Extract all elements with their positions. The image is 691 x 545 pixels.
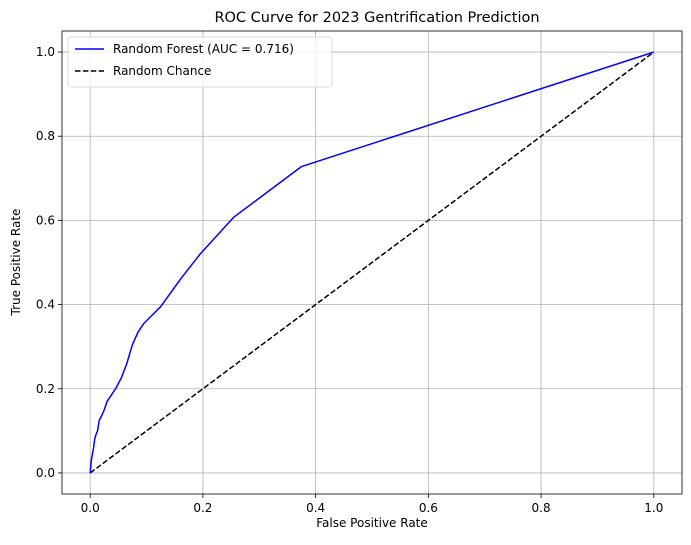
x-axis-label: False Positive Rate: [316, 516, 428, 530]
plot-frame: [61, 30, 683, 495]
axis-ticks: 0.0 0.2 0.4 0.6 0.8 1.0 0.0 0.2 0.4 0.6 0.8 1.0: [36, 45, 663, 515]
y-tick-label: 0.2: [36, 382, 55, 396]
x-tick-label: 0.0: [81, 501, 100, 515]
x-tick-label: 0.6: [419, 501, 438, 515]
x-tick-label: 0.8: [532, 501, 551, 515]
y-axis-label: True Positive Rate: [9, 209, 23, 317]
y-tick-label: 1.0: [36, 45, 55, 59]
legend-label-random-forest: Random Forest (AUC = 0.716): [113, 42, 294, 56]
x-tick-label: 0.2: [193, 501, 212, 515]
chart-title: ROC Curve for 2023 Gentrification Predic…: [214, 10, 539, 26]
y-tick-label: 0.6: [36, 213, 55, 227]
roc-curve-line: [89, 51, 655, 474]
legend-box: [67, 36, 333, 88]
series-layer: [89, 51, 655, 474]
y-tick-label: 0.4: [36, 298, 55, 312]
legend: Random Forest (AUC = 0.716) Random Chanc…: [67, 36, 333, 88]
x-tick-label: 0.4: [306, 501, 325, 515]
y-tick-label: 0.0: [36, 466, 55, 480]
y-tick-label: 0.8: [36, 129, 55, 143]
legend-label-random-chance: Random Chance: [113, 64, 211, 78]
random-chance-line: [89, 51, 655, 474]
x-tick-label: 1.0: [644, 501, 663, 515]
